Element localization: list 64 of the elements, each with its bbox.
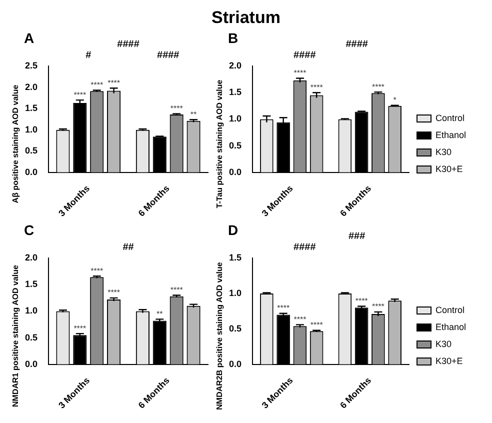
y-tick-label: 1.0 <box>228 288 242 298</box>
y-axis-title: T-Tau positive staining AOD value <box>215 79 224 208</box>
text: #### <box>346 38 368 50</box>
chart-title: A <box>24 30 34 46</box>
y-tick-label: 0.5 <box>24 146 38 156</box>
y-tick-label: 1.0 <box>24 306 38 316</box>
data-label: **** <box>294 314 306 324</box>
chart-title: B <box>228 30 238 46</box>
y-tick-label: 1.0 <box>228 114 242 124</box>
data-label: **** <box>355 296 368 306</box>
data-label: **** <box>294 68 306 78</box>
legend-label: K30 <box>436 338 452 349</box>
y-axis-title: Aβ positive staining AOD value <box>11 84 20 204</box>
y-tick-label: 2.5 <box>24 60 38 70</box>
y-tick-label: 1.5 <box>24 103 38 114</box>
y-tick-label: 0.5 <box>228 323 242 334</box>
y-tick-label: 0.5 <box>228 140 242 150</box>
legend-label: Ethanol <box>436 322 466 332</box>
data-label: **** <box>170 285 183 294</box>
y-tick-label: 2.0 <box>24 82 38 92</box>
text: # <box>86 50 92 61</box>
legend-label: Ethanol <box>436 130 466 140</box>
data-label: **** <box>90 266 104 276</box>
chart-title: D <box>228 222 238 238</box>
data-label: ** <box>190 110 197 119</box>
text: ## <box>122 242 134 253</box>
legend-label: Control <box>436 112 465 123</box>
y-tick-label: 1.5 <box>228 252 242 262</box>
text: #### <box>117 38 140 50</box>
legend-label: K30 <box>436 146 452 157</box>
y-tick-label: 1.5 <box>228 87 242 98</box>
legend-label: Control <box>436 304 465 315</box>
data-label: **** <box>74 90 86 100</box>
data-label: * <box>393 96 396 105</box>
text: Striatum <box>210 8 282 29</box>
text: ### <box>348 230 366 242</box>
legend-label: K30+E <box>436 164 463 174</box>
data-label: **** <box>310 320 323 330</box>
y-tick-label: 0.0 <box>24 358 38 369</box>
data-label: **** <box>108 78 120 88</box>
y-tick-label: 0.0 <box>24 166 38 177</box>
data-label: **** <box>74 324 86 333</box>
data-label: **** <box>108 288 120 298</box>
chart-title: C <box>24 222 34 238</box>
data-label: **** <box>310 82 323 92</box>
text: #### <box>157 50 180 61</box>
y-tick-label: 1.5 <box>24 279 38 290</box>
y-axis-title: NMDAR2B positive staining AOD value <box>215 262 224 410</box>
y-tick-label: 2.0 <box>24 252 38 262</box>
y-tick-label: 0.5 <box>24 332 38 342</box>
y-axis-title: NMDAR1 positive staining AOD value <box>11 264 20 407</box>
y-tick-label: 0.0 <box>228 358 242 369</box>
legend-label: K30+E <box>436 356 463 366</box>
data-label: **** <box>170 104 183 113</box>
y-tick-label: 1.0 <box>24 124 38 134</box>
data-label: **** <box>277 304 290 313</box>
data-label: **** <box>90 80 104 90</box>
y-tick-label: 2.0 <box>228 60 242 70</box>
y-tick-label: 0.0 <box>228 166 242 177</box>
data-label: ** <box>156 309 163 318</box>
text: #### <box>294 242 316 253</box>
data-label: **** <box>372 302 384 312</box>
data-label: **** <box>372 82 384 92</box>
text: #### <box>294 50 316 61</box>
